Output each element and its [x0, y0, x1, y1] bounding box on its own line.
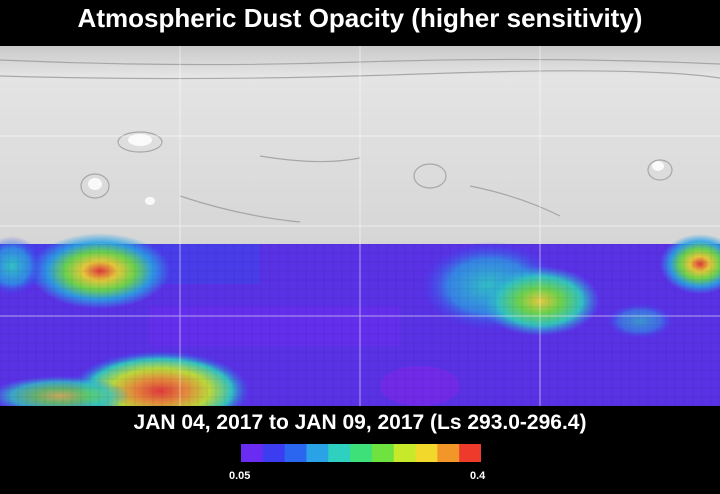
- colorbar-cell: [262, 444, 286, 462]
- colorbar-cell: [306, 444, 329, 462]
- date-range: JAN 04, 2017 to JAN 09, 2017 (Ls 293.0-2…: [133, 411, 587, 434]
- colorbar-cell: [284, 444, 308, 462]
- map-graticule: [0, 46, 720, 406]
- colorbar-cell: [459, 444, 481, 462]
- colorbar-cell: [437, 444, 460, 462]
- colorbar-cell: [415, 444, 438, 462]
- colorbar-cell: [241, 444, 264, 462]
- colorbar-min-label: 0.05: [229, 470, 251, 482]
- colorbar-cell: [371, 444, 395, 462]
- page-title: Atmospheric Dust Opacity (higher sensiti…: [77, 3, 643, 33]
- terrain-features: [0, 58, 720, 223]
- colorbar-cell: [393, 444, 417, 462]
- colorbar-cell: [328, 444, 351, 462]
- colorbar-cell: [350, 444, 373, 462]
- colorbar: [241, 444, 481, 462]
- colorbar-max-label: 0.4: [470, 470, 486, 482]
- dust-opacity-map: [0, 46, 720, 406]
